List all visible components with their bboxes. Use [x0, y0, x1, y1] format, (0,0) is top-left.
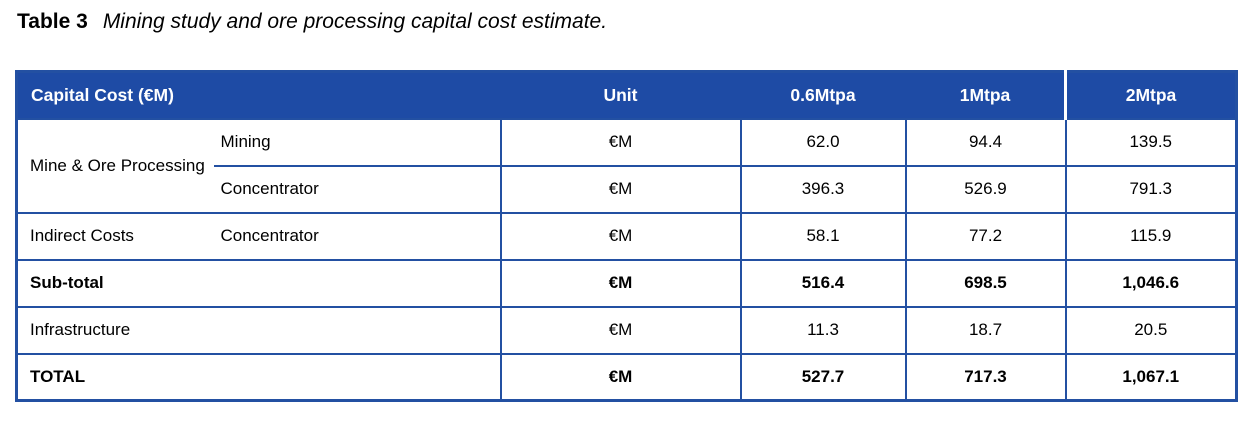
value-cell-2mtpa: 791.3: [1064, 164, 1238, 214]
header-cell-capital-cost: Capital Cost (€M): [16, 71, 501, 119]
value-cell-0_6mtpa: 516.4: [739, 258, 907, 308]
row-total: TOTAL €M 527.7 717.3 1,067.1: [15, 352, 1238, 402]
value-cell-0_6mtpa: 62.0: [739, 117, 907, 167]
group-cell-indirect-costs: Indirect Costs: [15, 211, 214, 261]
item-cell-concentrator: Concentrator: [213, 164, 502, 214]
row-indirect-costs: Indirect Costs Concentrator €M 58.1 77.2…: [15, 211, 1238, 261]
unit-cell: €M: [499, 305, 742, 355]
table-caption-text: Mining study and ore processing capital …: [102, 10, 608, 33]
value-cell-0_6mtpa: 11.3: [739, 305, 907, 355]
value-cell-2mtpa: 1,046.6: [1064, 258, 1238, 308]
value-cell-2mtpa: 139.5: [1064, 117, 1238, 167]
label-cell-total: TOTAL: [15, 352, 502, 402]
header-cell-0_6mtpa: 0.6Mtpa: [740, 71, 906, 119]
header-row: Capital Cost (€M) Unit 0.6Mtpa 1Mtpa 2Mt…: [16, 71, 1237, 119]
row-infrastructure: Infrastructure €M 11.3 18.7 20.5: [15, 305, 1238, 355]
label-cell-infrastructure: Infrastructure: [15, 305, 502, 355]
row-concentrator: Concentrator €M 396.3 526.9 791.3: [17, 164, 1238, 214]
item-cell-concentrator: Concentrator: [213, 211, 502, 261]
label-cell-sub-total: Sub-total: [15, 258, 502, 308]
value-cell-1mtpa: 717.3: [904, 352, 1067, 402]
header-cell-2mtpa: 2Mtpa: [1064, 71, 1237, 119]
value-cell-0_6mtpa: 396.3: [739, 164, 907, 214]
item-cell-mining: Mining: [213, 117, 502, 167]
group-cell-mine-ore-processing: Mine & Ore Processing: [15, 117, 214, 214]
value-cell-1mtpa: 18.7: [904, 305, 1067, 355]
unit-cell: €M: [499, 258, 742, 308]
unit-cell: €M: [499, 117, 742, 167]
header-cell-unit: Unit: [500, 71, 741, 119]
value-cell-2mtpa: 20.5: [1064, 305, 1238, 355]
row-sub-total: Sub-total €M 516.4 698.5 1,046.6: [15, 258, 1238, 308]
table-caption-number: Table 3: [17, 10, 88, 33]
value-cell-0_6mtpa: 527.7: [739, 352, 907, 402]
value-cell-1mtpa: 94.4: [904, 117, 1067, 167]
unit-cell: €M: [499, 352, 742, 402]
capital-cost-table: Capital Cost (€M) Unit 0.6Mtpa 1Mtpa 2Mt…: [15, 70, 1238, 402]
value-cell-1mtpa: 526.9: [904, 164, 1067, 214]
value-cell-0_6mtpa: 58.1: [739, 211, 907, 261]
value-cell-2mtpa: 115.9: [1064, 211, 1238, 261]
row-mining: Mine & Ore Processing Mining €M 62.0 94.…: [15, 117, 1238, 214]
value-cell-1mtpa: 77.2: [904, 211, 1067, 261]
unit-cell: €M: [499, 211, 742, 261]
header-cell-1mtpa: 1Mtpa: [905, 71, 1066, 119]
table-caption: Table 3 Mining study and ore processing c…: [17, 9, 607, 35]
value-cell-2mtpa: 1,067.1: [1064, 352, 1238, 402]
unit-cell: €M: [499, 164, 742, 214]
value-cell-1mtpa: 698.5: [904, 258, 1067, 308]
